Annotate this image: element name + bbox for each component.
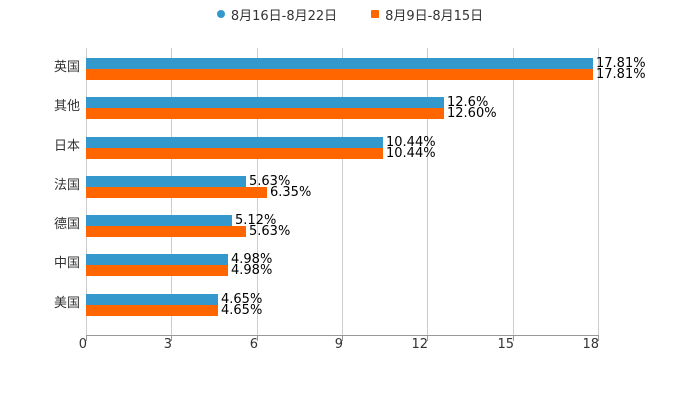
x-tick <box>171 335 172 341</box>
x-tick-label: 15 <box>497 337 514 352</box>
legend-item-series-2[interactable]: 8月9日-8月15日 <box>371 4 483 24</box>
x-tick <box>342 335 343 341</box>
grid-line <box>598 48 599 335</box>
value-label: 4.65% <box>221 303 263 318</box>
value-label: 17.81% <box>596 67 646 82</box>
x-tick-label: 3 <box>163 337 172 352</box>
legend-square-icon <box>371 10 380 18</box>
value-label: 4.98% <box>231 263 273 278</box>
x-tick <box>427 335 428 341</box>
x-tick-label: 0 <box>78 337 87 352</box>
value-label: 5.12% <box>235 213 277 228</box>
x-tick <box>513 335 514 341</box>
x-tick-label: 18 <box>582 337 599 352</box>
bar-series-1[interactable] <box>86 58 593 69</box>
bar-series-1[interactable] <box>86 294 218 305</box>
value-label: 17.81% <box>596 56 646 71</box>
value-label: 5.63% <box>249 224 291 239</box>
x-tick-label: 6 <box>249 337 258 352</box>
bar-series-2[interactable] <box>86 305 218 316</box>
grid-line <box>342 48 343 335</box>
bar-series-1[interactable] <box>86 176 246 187</box>
category-label: 德国 <box>53 217 80 232</box>
legend-label-series-1: 8月16日-8月22日 <box>230 8 338 24</box>
category-label: 中国 <box>53 256 80 271</box>
bar-series-2[interactable] <box>86 108 444 119</box>
value-label: 12.60% <box>447 106 497 121</box>
bar-series-1[interactable] <box>86 215 232 226</box>
value-label: 5.63% <box>249 174 291 189</box>
category-label: 法国 <box>53 178 80 193</box>
x-tick <box>598 335 599 341</box>
grid-line <box>513 48 514 335</box>
bar-series-1[interactable] <box>86 254 228 265</box>
category-label: 英国 <box>53 60 80 75</box>
legend-label-series-2: 8月9日-8月15日 <box>385 8 484 24</box>
bar-series-1[interactable] <box>86 97 444 108</box>
chart-legend: 8月16日-8月22日 8月9日-8月15日 <box>0 4 700 24</box>
bar-series-2[interactable] <box>86 265 228 276</box>
value-label: 12.6% <box>447 95 489 110</box>
value-label: 10.44% <box>386 135 436 150</box>
x-tick <box>257 335 258 341</box>
legend-circle-icon <box>216 10 225 18</box>
value-label: 4.65% <box>221 292 263 307</box>
category-label: 日本 <box>53 139 80 154</box>
bar-series-1[interactable] <box>86 137 383 148</box>
category-label: 美国 <box>53 296 80 311</box>
x-tick <box>86 335 87 341</box>
bar-series-2[interactable] <box>86 69 593 80</box>
value-label: 6.35% <box>270 185 312 200</box>
value-label: 4.98% <box>231 252 273 267</box>
value-label: 10.44% <box>386 146 436 161</box>
legend-item-series-1[interactable]: 8月16日-8月22日 <box>216 4 338 24</box>
category-label: 其他 <box>53 99 80 114</box>
grid-line <box>427 48 428 335</box>
bar-series-2[interactable] <box>86 148 383 159</box>
x-tick-label: 12 <box>411 337 428 352</box>
bar-series-2[interactable] <box>86 187 267 198</box>
bar-series-2[interactable] <box>86 226 246 237</box>
x-tick-label: 9 <box>334 337 343 352</box>
